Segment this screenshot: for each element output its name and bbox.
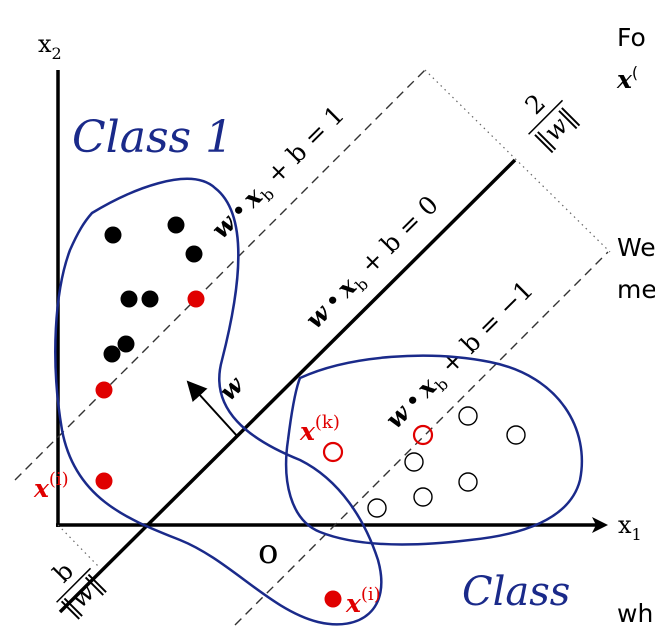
x-axis-arrow-icon	[592, 517, 608, 533]
side-text-bottom: wh	[617, 599, 653, 628]
xk-label: x(k)	[299, 412, 340, 446]
red-open-point	[412, 424, 434, 446]
hyperplane-middle	[58, 158, 517, 614]
side-text-top-2: x(	[616, 63, 638, 94]
side-text-mid-2: me	[617, 275, 655, 304]
middle-hyperplane-label: w•xb + b = 0	[300, 190, 447, 337]
y-axis-label: x2	[38, 30, 62, 63]
black-point	[120, 290, 138, 308]
margin-dotted-offset	[57, 524, 101, 569]
x-axis-label: x1	[618, 511, 642, 544]
black-point	[141, 290, 159, 308]
xi-bottom-label: x(i)	[345, 584, 381, 618]
black-points	[103, 216, 203, 363]
class1-outline	[54, 177, 383, 626]
side-text-top-1: Fo	[617, 23, 646, 52]
margin-dotted-top	[424, 69, 611, 253]
red-point-xi-left	[95, 472, 113, 490]
class2-label: Class	[462, 569, 570, 615]
black-point	[103, 345, 121, 363]
open-point	[413, 487, 433, 507]
open-points	[367, 406, 526, 518]
black-point	[117, 335, 135, 353]
red-point	[187, 290, 205, 308]
handwritten-zero: o	[258, 532, 278, 572]
open-point	[458, 472, 478, 492]
xi-left-label: x(i)	[33, 469, 69, 503]
open-point	[506, 425, 526, 445]
hyperplane-upper	[14, 69, 426, 481]
offset-label: b ‖w‖	[47, 556, 110, 622]
black-point	[104, 226, 122, 244]
class2-outline	[284, 354, 584, 546]
hyperplane-lower	[234, 251, 609, 626]
normal-vector-arrow	[186, 380, 239, 438]
red-point	[95, 381, 113, 399]
open-point	[367, 498, 387, 518]
margin-width-label: 2 ‖w‖	[519, 88, 583, 156]
black-point	[185, 245, 203, 263]
red-open-point-k	[322, 441, 344, 463]
side-text-mid-1: We	[617, 233, 655, 262]
open-point	[458, 406, 478, 426]
black-point	[167, 216, 185, 234]
open-point	[404, 452, 424, 472]
red-point-xi-bottom	[324, 590, 342, 608]
class1-label: Class 1	[72, 112, 233, 163]
svg-text:2: 2	[519, 88, 551, 120]
